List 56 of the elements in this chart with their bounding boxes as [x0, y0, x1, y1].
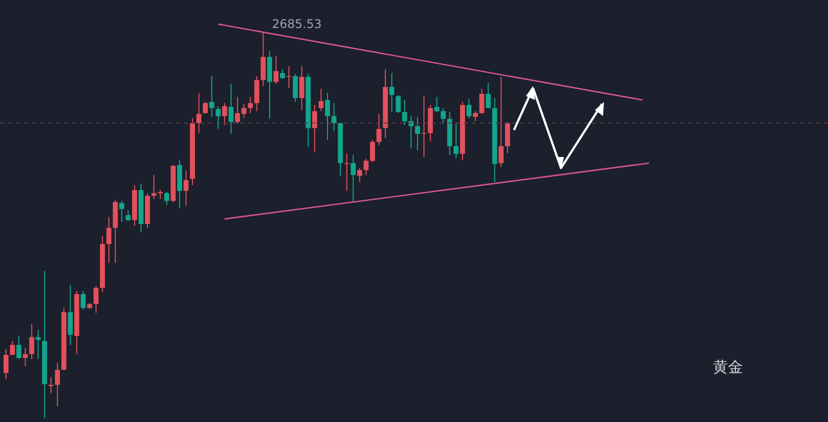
candlestick	[260, 32, 266, 87]
candlestick	[54, 362, 60, 407]
candlestick	[119, 200, 124, 223]
candlestick	[479, 88, 484, 114]
candlestick	[4, 348, 8, 380]
candlestick	[16, 335, 22, 360]
candlestick	[254, 76, 260, 112]
candlestick	[350, 154, 356, 203]
candlestick	[415, 116, 420, 151]
candlestick	[184, 170, 189, 206]
candlestick	[286, 66, 292, 89]
candlestick	[376, 113, 382, 146]
candlestick	[434, 96, 440, 112]
candlestick	[164, 192, 170, 206]
candlestick	[486, 82, 491, 109]
candlestick	[472, 110, 478, 122]
candlestick	[94, 285, 99, 314]
candlestick	[196, 92, 202, 134]
candlestick	[248, 96, 253, 114]
candlestick	[22, 347, 28, 367]
candlestick	[364, 158, 369, 176]
candlestick	[106, 216, 112, 264]
candlestick	[280, 68, 285, 80]
candlestick	[331, 102, 336, 132]
candlestick	[505, 121, 510, 154]
candlestick	[299, 66, 304, 110]
candlestick	[389, 72, 394, 112]
text: 2685.53	[272, 17, 322, 31]
candlestick	[292, 73, 298, 102]
candlestick	[312, 104, 318, 152]
candlestick	[325, 92, 330, 141]
candlestick	[36, 329, 41, 360]
candlestick	[357, 168, 362, 182]
candlestick	[80, 290, 86, 310]
candlestick	[318, 88, 324, 112]
candlestick	[440, 108, 446, 124]
candlestick	[202, 101, 208, 114]
candlestick	[209, 76, 214, 118]
candlestick	[466, 98, 472, 119]
candlestick	[151, 174, 156, 200]
candlestick	[126, 210, 131, 222]
candlestick	[216, 106, 221, 130]
candlestick	[498, 76, 504, 168]
candlestick	[222, 102, 228, 126]
candlestick	[370, 140, 376, 162]
candlestick	[344, 153, 350, 192]
candlestick	[454, 122, 459, 159]
candlestick	[402, 99, 408, 126]
candlestick	[396, 94, 401, 114]
text: 黄金	[713, 358, 743, 376]
candlestick	[29, 324, 34, 360]
candlestick	[421, 96, 426, 158]
candlestick	[274, 56, 279, 84]
candlestick	[228, 83, 234, 134]
candlestick	[68, 284, 73, 346]
candlestick	[10, 340, 15, 356]
